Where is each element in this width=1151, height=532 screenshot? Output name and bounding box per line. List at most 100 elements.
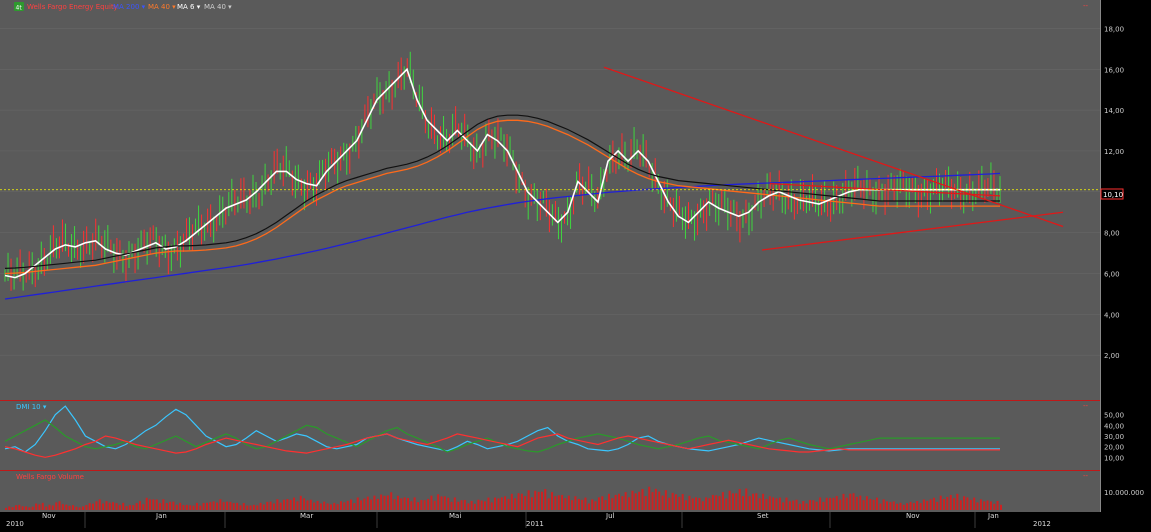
volume-bar: [698, 498, 701, 510]
volume-bar: [711, 494, 714, 510]
volume-bar: [78, 507, 81, 510]
ma40-orange-label[interactable]: MA 40 ▾: [148, 3, 176, 11]
volume-bar: [885, 501, 888, 510]
volume-bar: [417, 502, 420, 510]
price-y-tick: 16,00: [1104, 66, 1124, 74]
volume-bar: [762, 493, 765, 510]
volume-bar: [8, 506, 11, 510]
volume-panel[interactable]: [0, 471, 1100, 512]
dmi-minus-line[interactable]: [4, 433, 1000, 458]
dmi-label[interactable]: DMI 10 ▾: [16, 403, 47, 411]
volume-bar: [293, 497, 296, 510]
volume-label[interactable]: Wells Fargo Volume: [16, 473, 84, 481]
volume-bar: [48, 504, 51, 510]
volume-bar: [296, 501, 299, 510]
volume-bar: [842, 493, 845, 510]
volume-bar: [339, 501, 342, 510]
volume-bar: [953, 498, 956, 510]
chart-symbol-icon[interactable]: [14, 2, 24, 11]
volume-bar: [882, 499, 885, 510]
volume-bar: [5, 507, 7, 510]
time-axis-bar: [0, 512, 1151, 528]
volume-bar: [165, 503, 168, 510]
volume-bar: [584, 497, 587, 510]
volume-bar: [611, 498, 614, 510]
volume-bar: [51, 505, 54, 510]
volume-bar: [279, 502, 282, 510]
dmi-plus-line[interactable]: [4, 419, 1000, 453]
volume-bar: [276, 499, 279, 510]
volume-bar: [400, 498, 403, 510]
ma200-label[interactable]: MA 200 ▾: [113, 3, 146, 11]
volume-bar: [450, 501, 453, 510]
ma6-line[interactable]: [4, 67, 1000, 279]
volume-bar: [892, 501, 895, 510]
ma40-orange-line[interactable]: [4, 119, 1000, 275]
volume-bar: [460, 500, 463, 510]
volume-corner-marker[interactable]: --: [1083, 472, 1089, 480]
volume-bar: [346, 500, 349, 510]
volume-bar: [517, 493, 520, 510]
time-axis-year-label: 2011: [526, 520, 544, 528]
volume-bar: [520, 493, 523, 510]
volume-bar: [155, 499, 158, 510]
volume-bar: [256, 505, 259, 510]
ma6-label[interactable]: MA 6 ▾: [177, 3, 201, 11]
volume-bar: [664, 490, 667, 510]
volume-bar: [15, 505, 18, 510]
volume-bar: [373, 495, 376, 510]
volume-bar: [708, 498, 711, 510]
ma40-black-line[interactable]: [4, 114, 1000, 269]
volume-bar: [463, 499, 466, 510]
volume-bar: [11, 507, 14, 510]
volume-bar: [731, 493, 734, 510]
price-y-tick: 12,00: [1104, 148, 1124, 156]
volume-bar: [715, 495, 718, 510]
volume-bar: [286, 498, 289, 510]
volume-bar: [805, 503, 808, 510]
volume-bar: [366, 496, 369, 510]
volume-bar: [869, 499, 872, 510]
volume-bar: [983, 501, 986, 510]
volume-bar: [544, 489, 547, 510]
volume-bar: [162, 499, 165, 510]
volume-bar: [81, 506, 84, 510]
chart-title[interactable]: Wells Fargo Energy Equity: [27, 3, 118, 11]
volume-bar: [21, 506, 24, 510]
volume-bar: [175, 504, 178, 510]
volume-bar: [447, 497, 450, 510]
volume-bar: [701, 501, 704, 510]
volume-bar: [527, 490, 530, 510]
volume-bar: [343, 502, 346, 510]
volume-bar: [725, 498, 728, 510]
volume-bar: [949, 494, 952, 510]
volume-bar: [909, 501, 912, 510]
volume-bar: [614, 494, 617, 510]
price-panel-corner-marker[interactable]: --: [1083, 2, 1089, 10]
volume-bar: [329, 504, 332, 510]
volume-bar: [939, 495, 942, 510]
dmi-corner-marker[interactable]: --: [1083, 402, 1089, 410]
ma200-line[interactable]: [4, 172, 1001, 300]
price-y-tick: 4,00: [1104, 311, 1120, 319]
volume-bar: [785, 497, 788, 510]
volume-bar: [58, 501, 61, 510]
volume-bar: [443, 496, 446, 510]
time-axis-month-label: Nov: [906, 512, 920, 520]
volume-bar: [735, 493, 738, 510]
adx-line[interactable]: [4, 405, 1000, 453]
dmi-y-tick: 50,00: [1104, 412, 1124, 420]
volume-bar: [376, 498, 379, 510]
volume-bar: [530, 497, 533, 510]
volume-bar: [319, 503, 322, 510]
volume-bar: [316, 501, 319, 510]
volume-bar: [688, 495, 691, 510]
trendline[interactable]: [603, 66, 1064, 228]
price-panel[interactable]: [0, 0, 1100, 400]
volume-bar: [112, 502, 115, 510]
volume-bar: [31, 506, 34, 510]
trendline[interactable]: [761, 211, 1064, 251]
ma40-black-label[interactable]: MA 40 ▾: [204, 3, 232, 11]
volume-bar: [41, 502, 44, 510]
